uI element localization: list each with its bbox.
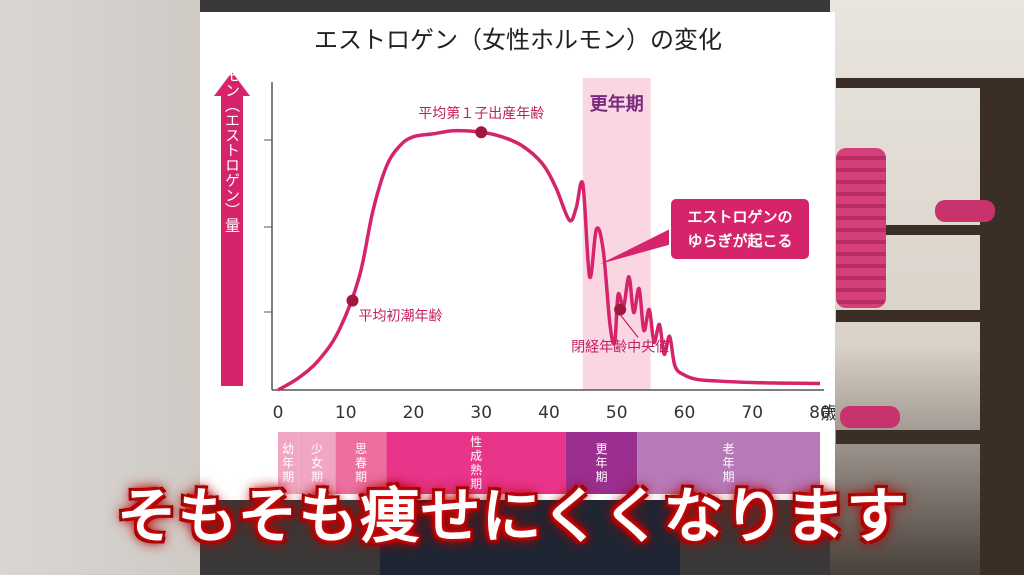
life-stage-segment: [278, 432, 299, 494]
x-tick-label: 10: [335, 403, 357, 423]
life-stage-label: 春: [355, 456, 367, 470]
y-axis-arrow-body: [221, 96, 243, 386]
x-tick-label: 0: [273, 403, 284, 423]
menopause-band-label: 更年期: [590, 93, 644, 115]
foam-roller: [836, 148, 886, 308]
marker-leader: [619, 314, 639, 338]
life-stage-segment: [386, 432, 566, 494]
shelf: [886, 225, 1024, 235]
x-tick-label: 40: [538, 403, 560, 423]
x-tick-label: 50: [606, 403, 628, 423]
marker-label: 平均初潮年齢: [359, 308, 443, 325]
life-stage-label: 幼: [282, 442, 294, 456]
life-stage-label: 期: [355, 470, 367, 484]
life-stage-label: 女: [311, 455, 323, 470]
life-stage-label: 年: [595, 456, 607, 470]
life-stage-label: 期: [311, 470, 323, 484]
life-stage-label: 少: [311, 442, 323, 456]
chart-title: エストロゲン（女性ホルモン）の変化: [314, 26, 722, 54]
estrogen-line: [277, 128, 821, 392]
x-tick-label: 20: [403, 403, 425, 423]
marker-point: [614, 303, 627, 316]
subtitle-caption: そもそも痩せにくくなります: [116, 482, 908, 552]
life-stage-label: 性: [470, 435, 482, 449]
life-stage-label: 期: [470, 477, 482, 491]
life-stage-label: 思: [355, 442, 367, 456]
life-stage-label: 熟: [470, 462, 482, 477]
marker-point: [475, 126, 488, 139]
x-axis-unit: 歳: [821, 404, 835, 424]
dumbbell: [840, 406, 900, 428]
life-stage-label: 期: [595, 470, 607, 484]
x-tick-labels: 0 10 20 30 40 50 60 70 80: [273, 403, 831, 423]
shelf: [836, 78, 1024, 88]
callout-box: [669, 197, 811, 261]
shelf-post: [980, 88, 1024, 575]
life-stage-segment: [565, 432, 638, 494]
life-stage-segment: [335, 432, 387, 494]
shelf: [836, 310, 1024, 322]
life-stage-label: 期: [282, 470, 294, 484]
x-tick-label: 60: [674, 403, 696, 423]
shelf: [836, 430, 1024, 444]
marker-point: [346, 294, 359, 307]
marker-label: 平均第１子出産年齢: [418, 105, 544, 122]
x-tick-label: 30: [470, 403, 492, 423]
life-stage-segment: [637, 432, 820, 494]
life-stage-label: 更: [595, 442, 607, 456]
life-stage-label: 老: [723, 442, 735, 456]
life-stage-label: 年: [282, 456, 294, 470]
dumbbell: [935, 200, 995, 222]
callout-tail: [600, 224, 680, 264]
life-stage-label: 年: [723, 456, 735, 470]
marker-label: 閉経年齢中央値: [571, 340, 669, 356]
callout-line-1: エストロゲンの: [687, 208, 792, 226]
life-stage-label: 期: [723, 470, 735, 484]
life-stage-segment: [298, 432, 336, 494]
x-tick-label: 70: [741, 403, 763, 423]
x-tick-label: 80: [809, 403, 831, 423]
background-wall-left: [0, 0, 200, 575]
y-axis-arrow-head: [214, 72, 250, 96]
life-stage-label: 成: [470, 449, 482, 463]
y-axis-label: 女性ホルモン（エストロゲン）量: [223, 12, 241, 233]
callout-line-2: ゆらぎが起こる: [687, 232, 792, 250]
